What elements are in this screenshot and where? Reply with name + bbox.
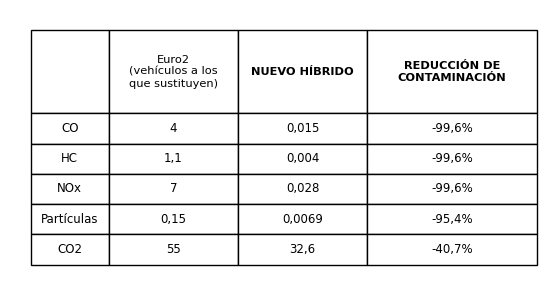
Text: -99,6%: -99,6%: [431, 182, 473, 195]
Text: CO: CO: [61, 122, 78, 135]
Text: 0,015: 0,015: [286, 122, 319, 135]
Bar: [31, 204, 109, 234]
Text: Partículas: Partículas: [41, 213, 98, 226]
Text: 0,0069: 0,0069: [282, 213, 323, 226]
Bar: [31, 113, 109, 144]
Bar: [109, 174, 238, 204]
Text: -95,4%: -95,4%: [431, 213, 473, 226]
Bar: [31, 30, 109, 113]
Text: 1,1: 1,1: [164, 152, 183, 165]
Text: 0,15: 0,15: [161, 213, 186, 226]
Bar: [109, 113, 238, 144]
Text: -99,6%: -99,6%: [431, 122, 473, 135]
Bar: [238, 144, 367, 174]
Text: 32,6: 32,6: [290, 243, 316, 256]
Bar: [31, 234, 109, 265]
Text: -40,7%: -40,7%: [431, 243, 473, 256]
Text: REDUCCIÓN DE
CONTAMINACIÓN: REDUCCIÓN DE CONTAMINACIÓN: [398, 61, 506, 83]
Bar: [367, 174, 537, 204]
Text: 55: 55: [166, 243, 181, 256]
Bar: [367, 144, 537, 174]
Bar: [238, 204, 367, 234]
Text: Euro2
(vehículos a los
que sustituyen): Euro2 (vehículos a los que sustituyen): [129, 55, 218, 89]
Text: HC: HC: [61, 152, 78, 165]
Text: NOx: NOx: [57, 182, 82, 195]
Text: -99,6%: -99,6%: [431, 152, 473, 165]
Text: NUEVO HÍBRIDO: NUEVO HÍBRIDO: [251, 67, 354, 77]
Bar: [238, 174, 367, 204]
Bar: [367, 204, 537, 234]
Bar: [109, 234, 238, 265]
Bar: [367, 30, 537, 113]
Text: 4: 4: [170, 122, 177, 135]
Text: CO2: CO2: [57, 243, 82, 256]
Text: 7: 7: [170, 182, 177, 195]
Text: 0,028: 0,028: [286, 182, 319, 195]
Bar: [31, 144, 109, 174]
Text: 0,004: 0,004: [286, 152, 319, 165]
Bar: [367, 113, 537, 144]
Bar: [367, 234, 537, 265]
Bar: [109, 144, 238, 174]
Bar: [109, 204, 238, 234]
Bar: [31, 174, 109, 204]
Bar: [238, 113, 367, 144]
Bar: [238, 234, 367, 265]
Bar: [109, 30, 238, 113]
Bar: [238, 30, 367, 113]
